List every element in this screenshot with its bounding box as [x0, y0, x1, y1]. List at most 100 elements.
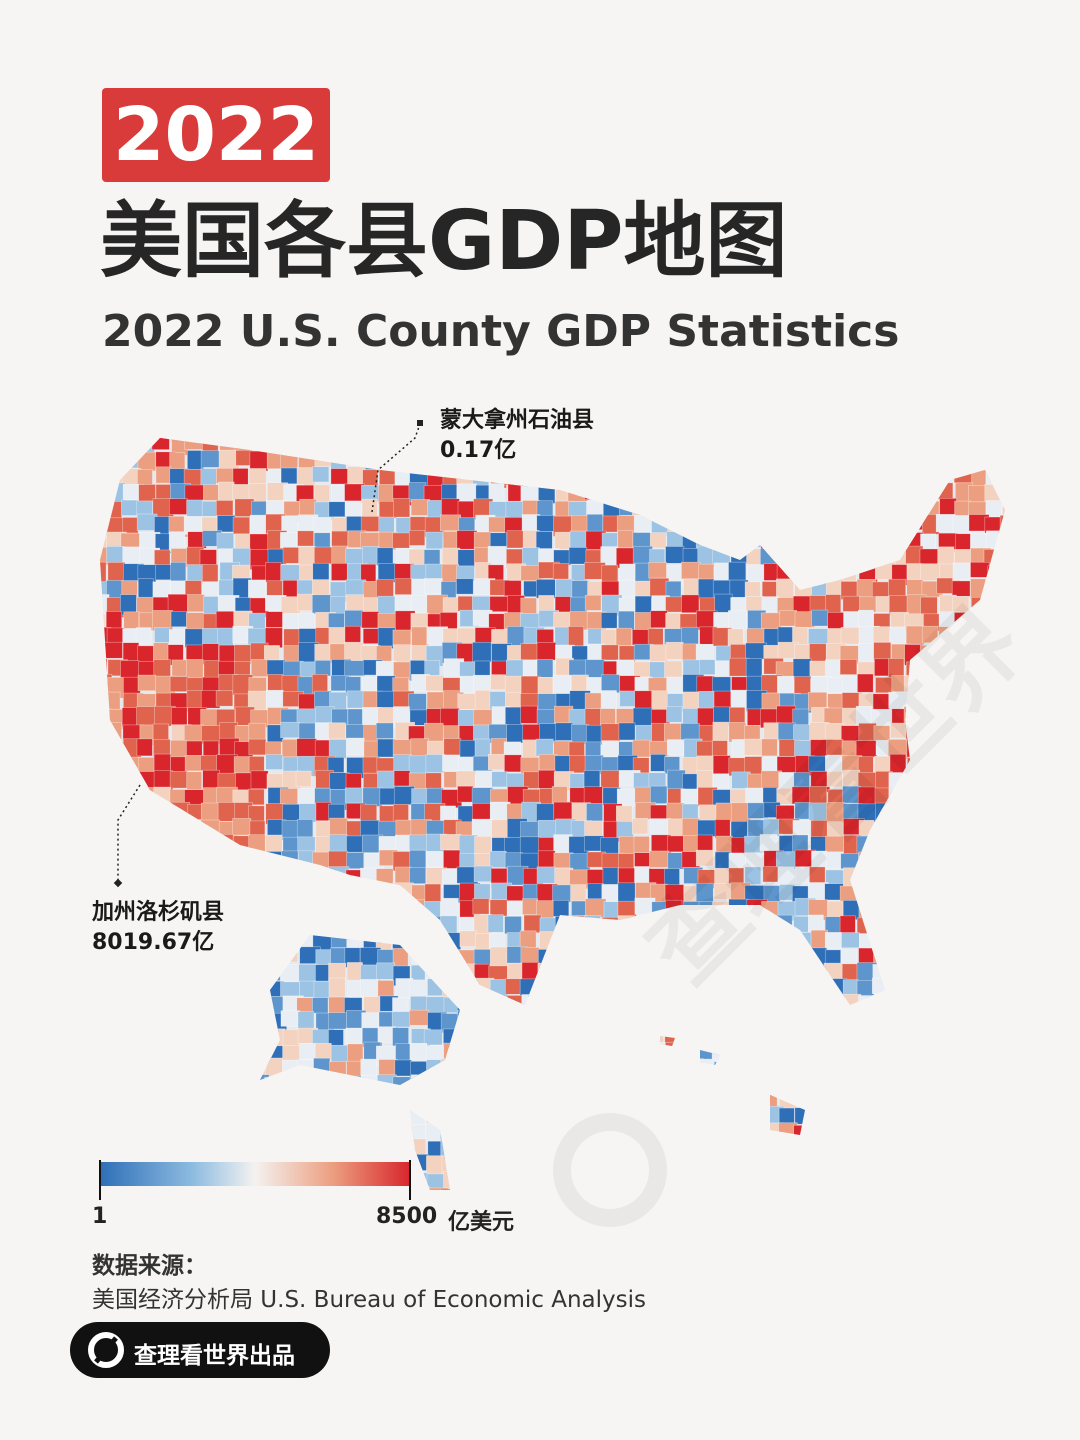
map-tile — [361, 1186, 382, 1190]
map-tile — [920, 945, 942, 964]
map-tile — [1001, 1060, 1005, 1081]
map-tile — [408, 1154, 429, 1171]
map-tile — [1016, 514, 1033, 533]
map-tile — [186, 612, 205, 632]
map-tile — [106, 804, 127, 825]
map-tile — [890, 1076, 907, 1098]
map-tile — [808, 1187, 825, 1190]
map-tile — [409, 1009, 430, 1026]
map-tile — [520, 675, 541, 695]
map-tile — [202, 851, 221, 872]
map-tile — [100, 755, 110, 775]
map-tile — [202, 1026, 220, 1044]
map-tile — [392, 1076, 411, 1098]
map-tile — [779, 610, 798, 627]
map-tile — [1020, 1010, 1037, 1026]
map-tile — [1016, 1076, 1034, 1094]
map-tile — [106, 1090, 126, 1109]
map-tile — [824, 548, 842, 568]
map-tile — [505, 706, 522, 727]
map-tile — [872, 1029, 892, 1047]
map-tile — [152, 803, 171, 821]
map-tile — [937, 965, 958, 986]
map-tile — [971, 817, 991, 838]
map-tile — [535, 467, 553, 489]
map-tile — [121, 1026, 141, 1046]
map-tile — [906, 438, 926, 442]
map-tile — [792, 1010, 809, 1032]
map-tile — [890, 852, 909, 873]
map-tile — [202, 1092, 220, 1113]
map-tile — [216, 851, 233, 871]
annotation: 蒙大拿州石油县 0.17亿 — [440, 406, 594, 466]
map-tile — [1001, 757, 1005, 774]
map-tile — [778, 452, 799, 472]
map-tile — [824, 932, 842, 949]
map-tile — [1019, 1093, 1038, 1110]
map-tile — [409, 867, 427, 884]
map-tile — [939, 438, 956, 455]
map-tile — [555, 722, 574, 741]
map-tile — [807, 483, 828, 501]
map-tile — [939, 981, 957, 1003]
map-tile — [827, 1139, 847, 1158]
map-tile — [824, 1042, 847, 1064]
map-tile — [584, 1171, 606, 1190]
map-tile — [938, 1060, 959, 1080]
map-tile — [186, 499, 204, 517]
map-tile — [168, 980, 189, 999]
map-tile — [280, 981, 300, 998]
map-tile — [618, 610, 635, 631]
map-tile — [858, 1138, 876, 1159]
map-tile — [538, 981, 560, 1000]
map-tile — [666, 676, 686, 693]
map-tile — [1016, 422, 1036, 441]
map-tile — [1004, 421, 1020, 437]
map-tile — [187, 1090, 207, 1107]
map-tile — [105, 501, 123, 519]
map-tile — [698, 578, 715, 601]
map-tile — [922, 962, 939, 983]
map-tile — [683, 1044, 702, 1066]
map-tile — [218, 1107, 236, 1125]
map-tile — [538, 1123, 557, 1141]
annotation-value: 8019.67亿 — [92, 930, 215, 955]
map-tile — [826, 771, 843, 788]
map-tile — [475, 1106, 495, 1126]
map-tile — [201, 836, 220, 856]
map-tile — [999, 772, 1005, 791]
map-tile — [408, 755, 428, 775]
map-tile — [809, 1093, 831, 1111]
map-tile — [376, 1091, 397, 1109]
map-tile — [583, 786, 603, 805]
map-tile — [714, 593, 733, 614]
map-tile — [378, 820, 398, 838]
map-tile — [986, 1170, 1005, 1189]
map-tile — [249, 438, 271, 440]
map-tile — [219, 1013, 236, 1030]
map-tile — [713, 533, 730, 550]
map-tile — [554, 1091, 570, 1111]
map-tile — [443, 1171, 462, 1190]
map-tile — [328, 612, 345, 630]
map-tile — [283, 613, 300, 631]
map-tile — [858, 1170, 876, 1189]
map-tile — [859, 1059, 880, 1077]
map-tile — [249, 851, 267, 873]
map-tile — [840, 1060, 858, 1078]
map-tile — [921, 625, 939, 644]
map-tile — [568, 741, 585, 758]
map-tile — [121, 1045, 140, 1062]
map-tile — [616, 994, 637, 1016]
map-tile — [392, 930, 412, 951]
map-tile — [1002, 530, 1005, 547]
map-tile — [345, 724, 366, 741]
map-tile — [696, 451, 713, 469]
map-tile — [100, 1106, 107, 1126]
map-tile — [100, 1042, 109, 1064]
map-tile — [393, 770, 411, 787]
map-tile — [681, 1075, 702, 1093]
map-tile — [793, 1124, 815, 1146]
map-tile — [425, 754, 446, 773]
map-tile — [100, 853, 105, 874]
